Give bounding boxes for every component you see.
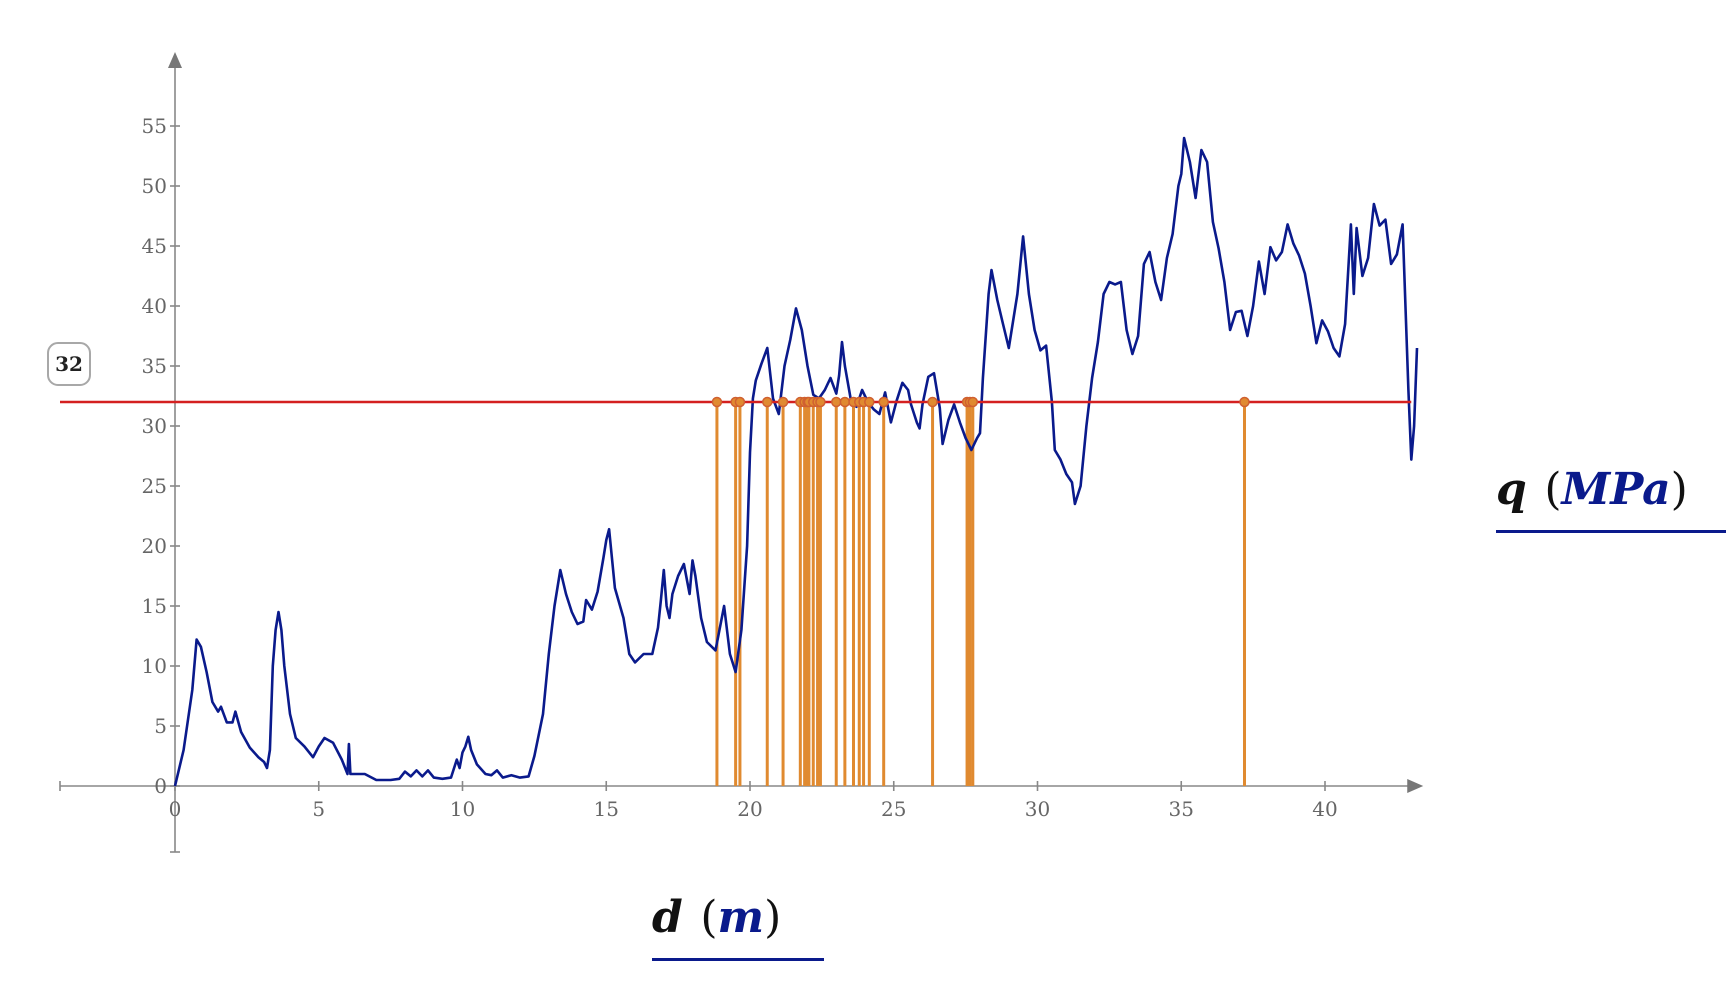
x-tick-label: 0 [169,797,182,821]
y-tick-label: 40 [142,294,167,318]
crossing-marker [711,396,723,408]
y-tick-label: 55 [142,114,167,138]
y-axis-arrow [168,52,182,68]
crossing-marker [762,396,773,408]
threshold-crossings [715,402,1246,786]
x-tick-label: 30 [1025,797,1050,821]
q-series-line [173,136,1419,787]
x-axis-open-paren: ( [682,892,718,943]
y-axis-title[interactable]: q (MPa) [1496,468,1726,538]
y-tick-label: 45 [142,234,167,258]
crossing-marker [967,396,979,408]
x-tick-label: 25 [881,797,906,821]
x-tick-label: 40 [1312,797,1337,821]
crossing-marker [734,396,746,408]
x-axis-variable: d [652,892,683,943]
crossing-marker [839,396,851,408]
chart-ticks: 0 5 10 15 20 25 30 35 40 0 5 10 15 20 25 30 35 40 45 50 55 [142,114,1338,821]
y-tick-label: 25 [142,474,167,498]
x-tick-label: 35 [1169,797,1194,821]
y-tick-label: 50 [142,174,167,198]
crossing-marker [1239,396,1250,408]
threshold-value-input[interactable]: 32 [47,342,91,386]
x-axis-title-underline [652,958,824,961]
y-axis-variable: q [1496,464,1527,515]
x-axis-close-paren: ) [764,892,782,943]
chart-axes [59,52,1424,853]
crossing-marker [864,396,875,408]
crossing-marker [831,396,842,408]
y-axis-open-paren: ( [1526,464,1562,515]
y-tick-label: 0 [154,774,167,798]
x-axis-arrow [1407,779,1424,793]
y-tick-label: 5 [154,714,167,738]
x-tick-label: 10 [450,797,475,821]
x-tick-label: 15 [594,797,619,821]
x-axis-unit: m [717,892,765,943]
y-axis-title-underline [1496,530,1726,533]
x-axis-title[interactable]: d (m) [652,896,824,966]
y-tick-label: 30 [142,414,167,438]
y-tick-label: 10 [142,654,167,678]
crossing-marker [927,396,938,408]
y-tick-label: 15 [142,594,167,618]
y-tick-label: 35 [142,354,167,378]
crossing-marker [878,396,889,408]
y-axis-unit: MPa [1561,464,1671,515]
x-tick-label: 5 [312,797,325,821]
y-tick-label: 20 [142,534,167,558]
crossing-marker [815,396,826,408]
crossing-marker [777,396,789,408]
data-series [173,136,1419,787]
y-axis-close-paren: ) [1670,464,1688,515]
x-tick-label: 20 [737,797,762,821]
crossing-markers [711,396,1250,408]
